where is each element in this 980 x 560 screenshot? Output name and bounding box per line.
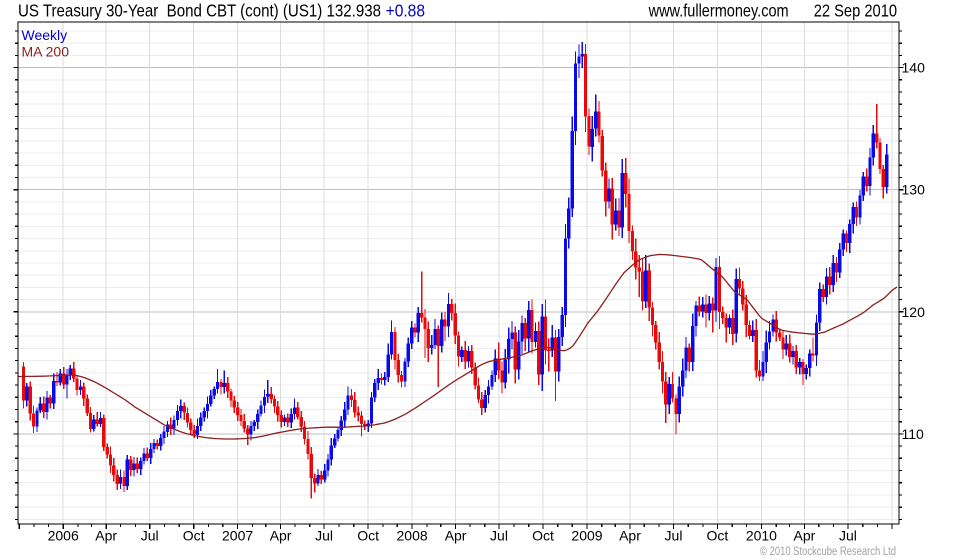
svg-text:www.fullermoney.com: www.fullermoney.com (648, 1, 789, 21)
svg-text:Apr: Apr (794, 528, 816, 544)
svg-text:2010: 2010 (746, 528, 777, 544)
svg-text:130: 130 (902, 182, 926, 198)
svg-text:Weekly: Weekly (22, 27, 68, 43)
svg-text:2007: 2007 (222, 528, 253, 544)
svg-text:Jul: Jul (665, 528, 683, 544)
svg-text:110: 110 (902, 426, 925, 442)
svg-text:Jul: Jul (839, 528, 857, 544)
svg-text:120: 120 (902, 304, 926, 320)
svg-text:2006: 2006 (48, 528, 79, 544)
svg-text:Jul: Jul (490, 528, 508, 544)
svg-text:22 Sep 2010: 22 Sep 2010 (814, 1, 898, 21)
svg-text:Apr: Apr (619, 528, 641, 544)
svg-text:US Treasury 30-Year Bond CBT: US Treasury 30-Year Bond CBT (cont) (US1… (18, 1, 381, 21)
svg-text:Apr: Apr (95, 528, 117, 544)
svg-text:Oct: Oct (532, 528, 554, 544)
svg-text:© 2010 Stockcube Research Ltd: © 2010 Stockcube Research Ltd (760, 546, 896, 558)
svg-text:Jul: Jul (141, 528, 159, 544)
svg-text:Apr: Apr (270, 528, 292, 544)
svg-text:Oct: Oct (707, 528, 729, 544)
svg-text:140: 140 (902, 60, 926, 76)
svg-text:Jul: Jul (315, 528, 333, 544)
svg-text:Oct: Oct (357, 528, 379, 544)
svg-text:2009: 2009 (571, 528, 602, 544)
svg-text:Apr: Apr (445, 528, 467, 544)
svg-text:MA 200: MA 200 (22, 44, 70, 60)
svg-text:Oct: Oct (183, 528, 205, 544)
svg-text:2008: 2008 (397, 528, 428, 544)
svg-text:+0.88: +0.88 (386, 1, 425, 21)
